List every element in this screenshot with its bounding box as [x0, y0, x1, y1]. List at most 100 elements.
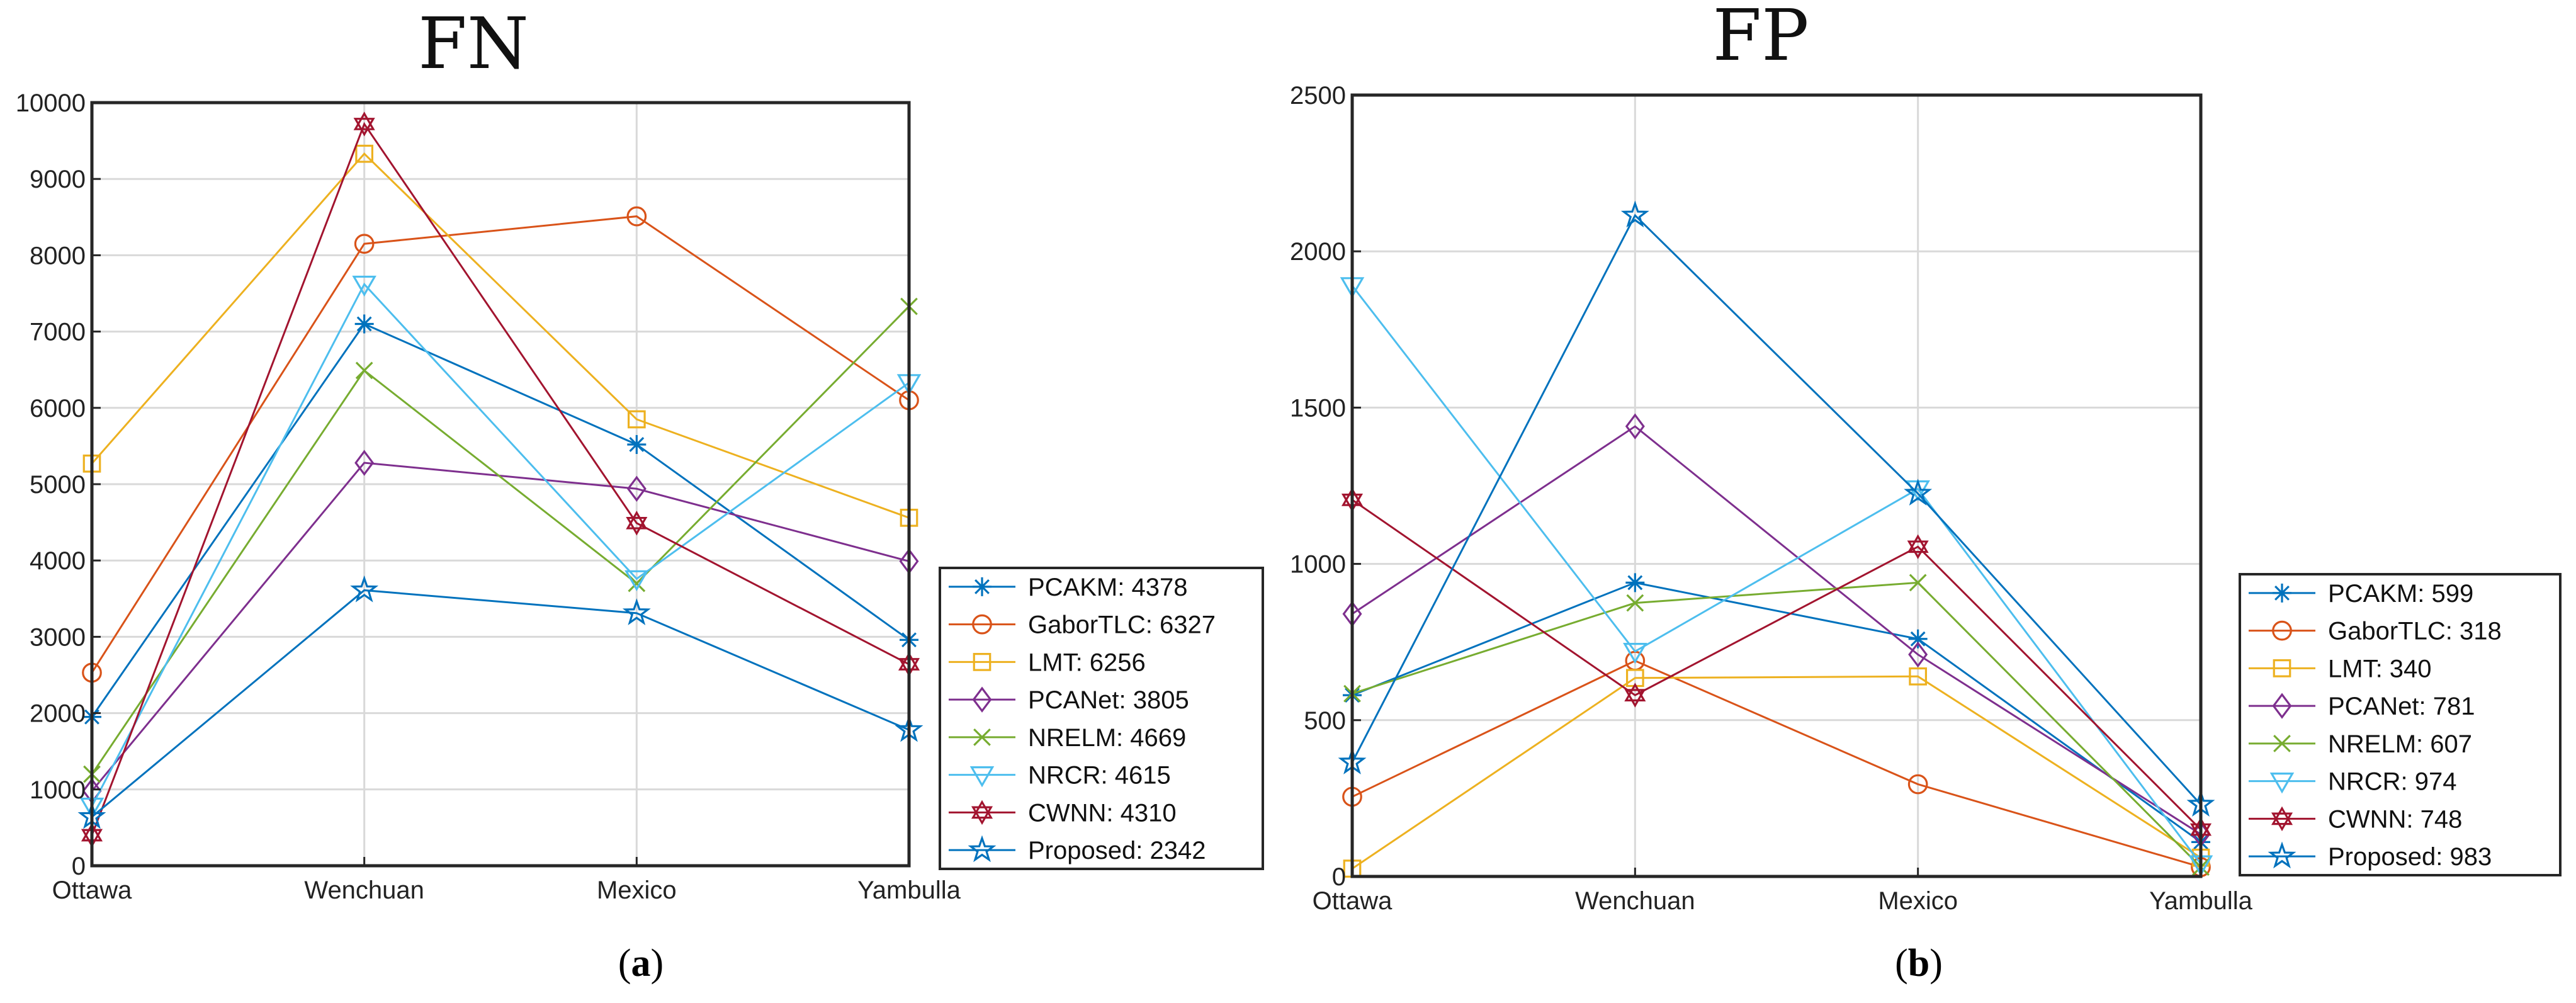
fn-point-lmt-wenchuan — [355, 144, 374, 163]
fp-caption-part: b — [1908, 942, 1929, 985]
fn-legend-label: NRELM: 4669 — [1028, 724, 1186, 752]
fn-ytick-label: 8000 — [30, 242, 86, 269]
fp-legend-item-pcakm: PCAKM: 599 — [2249, 580, 2473, 608]
fn-legend-marker-hexagram — [971, 800, 993, 825]
fn-caption-part: ) — [651, 942, 664, 985]
fn-ytick-label: 5000 — [30, 471, 86, 499]
fn-line-proposed — [91, 589, 910, 818]
fn-legend-item-cwnn: CWNN: 4310 — [949, 799, 1177, 827]
fn-point-cwnn-mexico — [626, 511, 648, 536]
fn-legend-item-proposed: Proposed: 2342 — [949, 835, 1206, 864]
fp-legend-item-lmt: LMT: 340 — [2249, 655, 2432, 683]
fp-legend-item-cwnn: CWNN: 748 — [2249, 805, 2462, 833]
fp-point-cwnn-mexico — [1907, 534, 1929, 559]
fn-legend-item-nrelm: NRELM: 4669 — [949, 724, 1186, 752]
fn-line-nrelm — [91, 305, 910, 775]
fn-legend-item-lmt: LMT: 6256 — [949, 649, 1146, 676]
fp-legend-item-nrcr: NRCR: 974 — [2249, 768, 2457, 796]
fp-legend-item-nrelm: NRELM: 607 — [2249, 730, 2472, 758]
fp-point-pcakm-wenchuan — [1625, 573, 1645, 592]
fn-line-pcakm — [91, 322, 910, 718]
fn-line-nrcr — [91, 282, 910, 807]
fp-legend-label: CWNN: 748 — [2328, 805, 2462, 833]
fp-legend-label: NRCR: 974 — [2328, 768, 2457, 796]
fn-legend-item-pcanet: PCANet: 3805 — [949, 686, 1189, 714]
fp-point-nrelm-mexico — [1909, 574, 1927, 592]
fn-legend-label: PCAKM: 4378 — [1028, 574, 1187, 601]
fp-point-nrcr-wenchuan — [1623, 642, 1647, 664]
fn-ytick-label: 2000 — [30, 700, 86, 728]
fp-line-nrelm — [1352, 581, 2202, 868]
fp-legend-item-proposed: Proposed: 983 — [2249, 841, 2492, 871]
fn-ytick-label: 7000 — [30, 319, 86, 346]
fp-line-gabortlc — [1352, 659, 2201, 868]
fn-ytick-label: 0 — [72, 853, 86, 880]
fp-line-lmt — [1352, 675, 2201, 870]
fp-legend-label: PCAKM: 599 — [2328, 580, 2473, 608]
fp-legend: PCAKM: 599 GaborTLC: 318 LMT: 340 PCANet: 7… — [2239, 573, 2562, 876]
fn-line-lmt — [91, 152, 910, 519]
fp-point-lmt-mexico — [1909, 667, 1928, 686]
fn-point-cwnn-wenchuan — [353, 111, 375, 137]
fp-ytick-label: 2000 — [1290, 238, 1346, 266]
fn-xtick-label: Yambulla — [857, 876, 961, 904]
fp-axes-box — [1350, 93, 2203, 878]
fn-point-nrcr-wenchuan — [352, 275, 376, 297]
fn-ytick-label: 1000 — [30, 776, 86, 804]
fn-xtick-label: Mexico — [597, 876, 677, 904]
fn-point-nrcr-mexico — [624, 570, 649, 591]
fp-point-nrelm-wenchuan — [1626, 594, 1644, 612]
fn-legend-box — [939, 567, 1264, 870]
fn-point-gabortlc-wenchuan — [354, 234, 375, 254]
fp-legend-item-pcanet: PCANet: 781 — [2249, 693, 2475, 720]
fp-caption-part: ) — [1929, 942, 1943, 985]
fn-legend-label: CWNN: 4310 — [1028, 799, 1177, 827]
fn-caption-part: a — [631, 942, 651, 985]
fn-legend-marker-asterisk — [973, 577, 991, 596]
fp-legend-box — [2239, 573, 2562, 876]
fn-point-proposed-mexico — [622, 598, 651, 625]
fn-legend-label: PCANet: 3805 — [1028, 686, 1189, 714]
fp-point-proposed-mexico — [1904, 479, 1933, 506]
fn-ytick-label: 9000 — [30, 166, 86, 193]
fp-point-pcanet-wenchuan — [1625, 413, 1645, 439]
fp-legend-label: GaborTLC: 318 — [2328, 618, 2502, 645]
fp-xtick-label: Yambulla — [2149, 887, 2253, 915]
fn-legend-label: GaborTLC: 6327 — [1028, 611, 1216, 639]
fp-point-pcakm-mexico — [1908, 629, 1928, 649]
fn-series-nrcr — [79, 275, 922, 819]
fn-legend-marker-pentagram — [968, 835, 997, 863]
fp-ytick-label: 500 — [1304, 707, 1346, 735]
fn-point-proposed-wenchuan — [350, 575, 379, 603]
fn-point-pcakm-wenchuan — [354, 314, 374, 334]
fp-legend-item-gabortlc: GaborTLC: 318 — [2249, 618, 2502, 645]
fp-xtick-label: Mexico — [1878, 887, 1958, 915]
fn-line-gabortlc — [91, 215, 910, 674]
fp-line-pcanet — [1352, 425, 2201, 836]
fp-plot-area — [1352, 95, 2201, 876]
fn-xtick-label: Wenchuan — [304, 876, 424, 904]
fn-xtick-label: Ottawa — [52, 876, 132, 904]
fn-point-nrelm-wenchuan — [355, 361, 373, 380]
fn-legend-marker-triangle-down — [969, 766, 995, 788]
fn-ytick-label: 3000 — [30, 623, 86, 651]
fn-point-pcakm-mexico — [627, 434, 647, 454]
fp-legend-label: LMT: 340 — [2328, 655, 2432, 683]
fn-ytick-label: 10000 — [16, 89, 86, 117]
fp-legend-marker-hexagram — [2271, 806, 2293, 832]
fp-legend-marker-asterisk — [2273, 583, 2291, 603]
fn-legend-marker-square — [973, 653, 991, 671]
fn-point-pcanet-mexico — [626, 475, 647, 502]
fp-legend-marker-triangle-down — [2269, 773, 2295, 794]
fp-point-proposed-wenchuan — [1620, 200, 1649, 228]
fn-legend-marker-x — [973, 728, 991, 746]
fp-xtick-label: Ottawa — [1313, 887, 1393, 915]
fn-point-lmt-mexico — [627, 410, 646, 429]
fn-legend-item-pcakm: PCAKM: 4378 — [949, 574, 1187, 601]
fp-ytick-label: 0 — [1332, 863, 1346, 891]
fp-line-cwnn — [1352, 499, 2202, 830]
fn-legend-item-gabortlc: GaborTLC: 6327 — [949, 611, 1216, 639]
fp-ytick-label: 1500 — [1290, 394, 1346, 422]
fn-point-pcanet-wenchuan — [354, 450, 375, 476]
